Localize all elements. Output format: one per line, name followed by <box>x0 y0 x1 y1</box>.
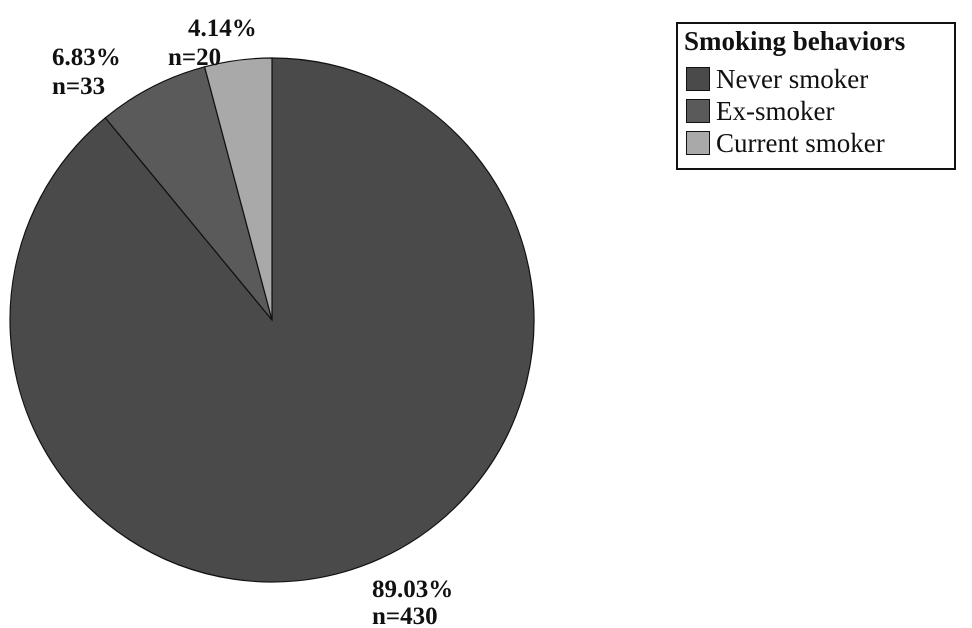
legend-title: Smoking behaviors <box>684 26 906 56</box>
legend-swatch-ex-smoker <box>686 99 710 123</box>
pie-slice-ex-smoker <box>104 66 273 321</box>
label-current-percent: 4.14% <box>188 15 257 42</box>
legend-item-ex-smoker: Ex-smoker <box>686 96 834 126</box>
label-never-percent: 89.03% <box>372 576 453 603</box>
legend-label-ex-smoker: Ex-smoker <box>716 95 835 126</box>
pie-slice-current-smoker <box>203 57 273 321</box>
legend-swatch-never-smoker <box>686 67 710 91</box>
label-ex-percent: 6.83% <box>52 44 121 71</box>
chart-legend: Smoking behaviors Never smoker Ex-smoker… <box>676 22 956 170</box>
label-ex-count: n=33 <box>52 73 105 100</box>
legend-item-never-smoker: Never smoker <box>686 64 868 94</box>
legend-swatch-current-smoker <box>686 131 710 155</box>
legend-label-current-smoker: Current smoker <box>716 127 885 158</box>
legend-label-never-smoker: Never smoker <box>716 63 869 94</box>
label-current-count: n=20 <box>168 44 221 71</box>
label-never-count: n=430 <box>372 603 438 628</box>
legend-item-current-smoker: Current smoker <box>686 128 885 158</box>
